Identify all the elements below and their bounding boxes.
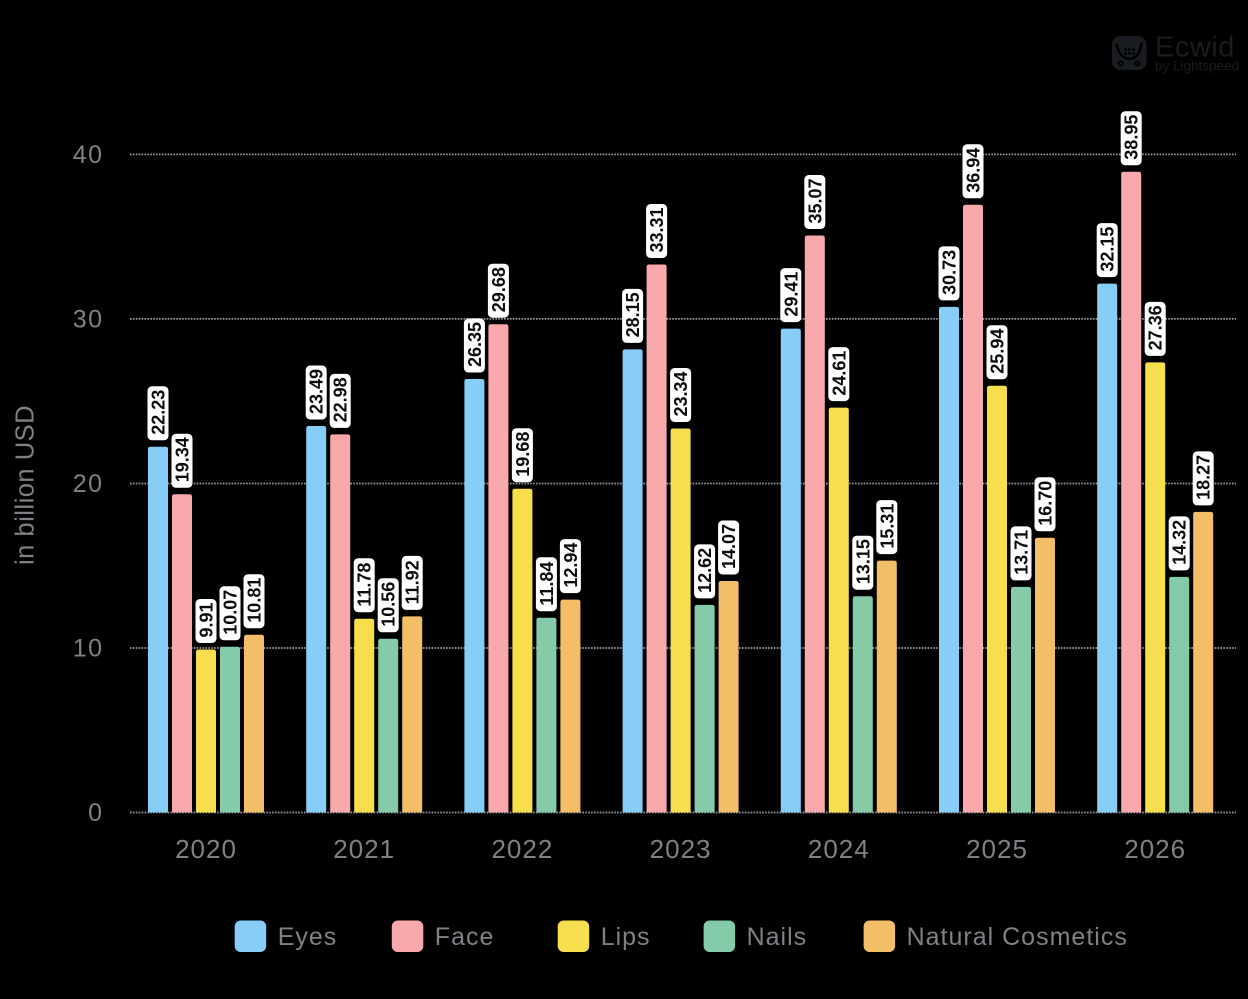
svg-text:15.31: 15.31 (877, 504, 897, 549)
svg-text:38.95: 38.95 (1122, 115, 1142, 160)
svg-text:11.92: 11.92 (403, 560, 423, 604)
svg-text:23.34: 23.34 (671, 371, 691, 416)
svg-text:40: 40 (73, 141, 104, 169)
svg-text:2021: 2021 (333, 834, 395, 864)
svg-text:29.68: 29.68 (489, 267, 509, 312)
svg-text:Lips: Lips (601, 923, 651, 951)
svg-text:by Lightspeed: by Lightspeed (1155, 59, 1239, 74)
svg-text:36.94: 36.94 (964, 148, 984, 193)
svg-text:2026: 2026 (1124, 834, 1186, 864)
svg-text:10: 10 (73, 635, 104, 663)
svg-text:13.15: 13.15 (853, 539, 873, 584)
svg-text:10.81: 10.81 (245, 578, 265, 623)
svg-text:24.61: 24.61 (829, 351, 849, 396)
svg-text:23.49: 23.49 (307, 369, 327, 414)
svg-text:11.84: 11.84 (537, 562, 557, 606)
svg-text:Eyes: Eyes (278, 923, 338, 951)
svg-text:12.62: 12.62 (695, 548, 715, 593)
svg-text:16.70: 16.70 (1036, 481, 1056, 526)
svg-text:2022: 2022 (491, 834, 553, 864)
svg-text:11.78: 11.78 (355, 563, 375, 607)
svg-text:Ecwid: Ecwid (1155, 32, 1235, 64)
svg-text:2025: 2025 (966, 834, 1028, 864)
svg-text:28.15: 28.15 (623, 292, 643, 337)
svg-text:18.27: 18.27 (1194, 455, 1214, 500)
svg-text:32.15: 32.15 (1098, 227, 1118, 272)
svg-text:35.07: 35.07 (805, 178, 825, 223)
svg-text:14.07: 14.07 (719, 524, 739, 569)
svg-text:27.36: 27.36 (1146, 305, 1166, 350)
svg-text:Face: Face (435, 923, 495, 951)
svg-text:9.91: 9.91 (197, 602, 217, 637)
svg-text:in billion USD: in billion USD (12, 405, 40, 565)
svg-text:12.94: 12.94 (561, 543, 581, 588)
svg-text:22.23: 22.23 (149, 390, 169, 435)
svg-text:10.56: 10.56 (379, 582, 399, 627)
svg-text:20: 20 (73, 470, 104, 498)
svg-text:0: 0 (88, 799, 103, 827)
svg-text:30: 30 (73, 305, 104, 333)
svg-text:19.68: 19.68 (513, 432, 533, 477)
svg-text:25.94: 25.94 (988, 329, 1008, 374)
svg-text:13.71: 13.71 (1012, 530, 1032, 575)
svg-text:Natural Cosmetics: Natural Cosmetics (907, 923, 1128, 951)
svg-text:2023: 2023 (650, 834, 712, 864)
svg-text:14.32: 14.32 (1170, 520, 1190, 565)
svg-text:2020: 2020 (175, 834, 237, 864)
svg-text:30.73: 30.73 (940, 250, 960, 295)
svg-text:29.41: 29.41 (781, 272, 801, 317)
svg-text:10.07: 10.07 (221, 590, 241, 635)
svg-text:33.31: 33.31 (647, 207, 667, 252)
svg-text:Nails: Nails (747, 923, 808, 951)
svg-text:22.98: 22.98 (331, 377, 351, 422)
svg-text:2024: 2024 (808, 834, 870, 864)
svg-text:26.35: 26.35 (465, 322, 485, 367)
svg-text:19.34: 19.34 (173, 437, 193, 482)
